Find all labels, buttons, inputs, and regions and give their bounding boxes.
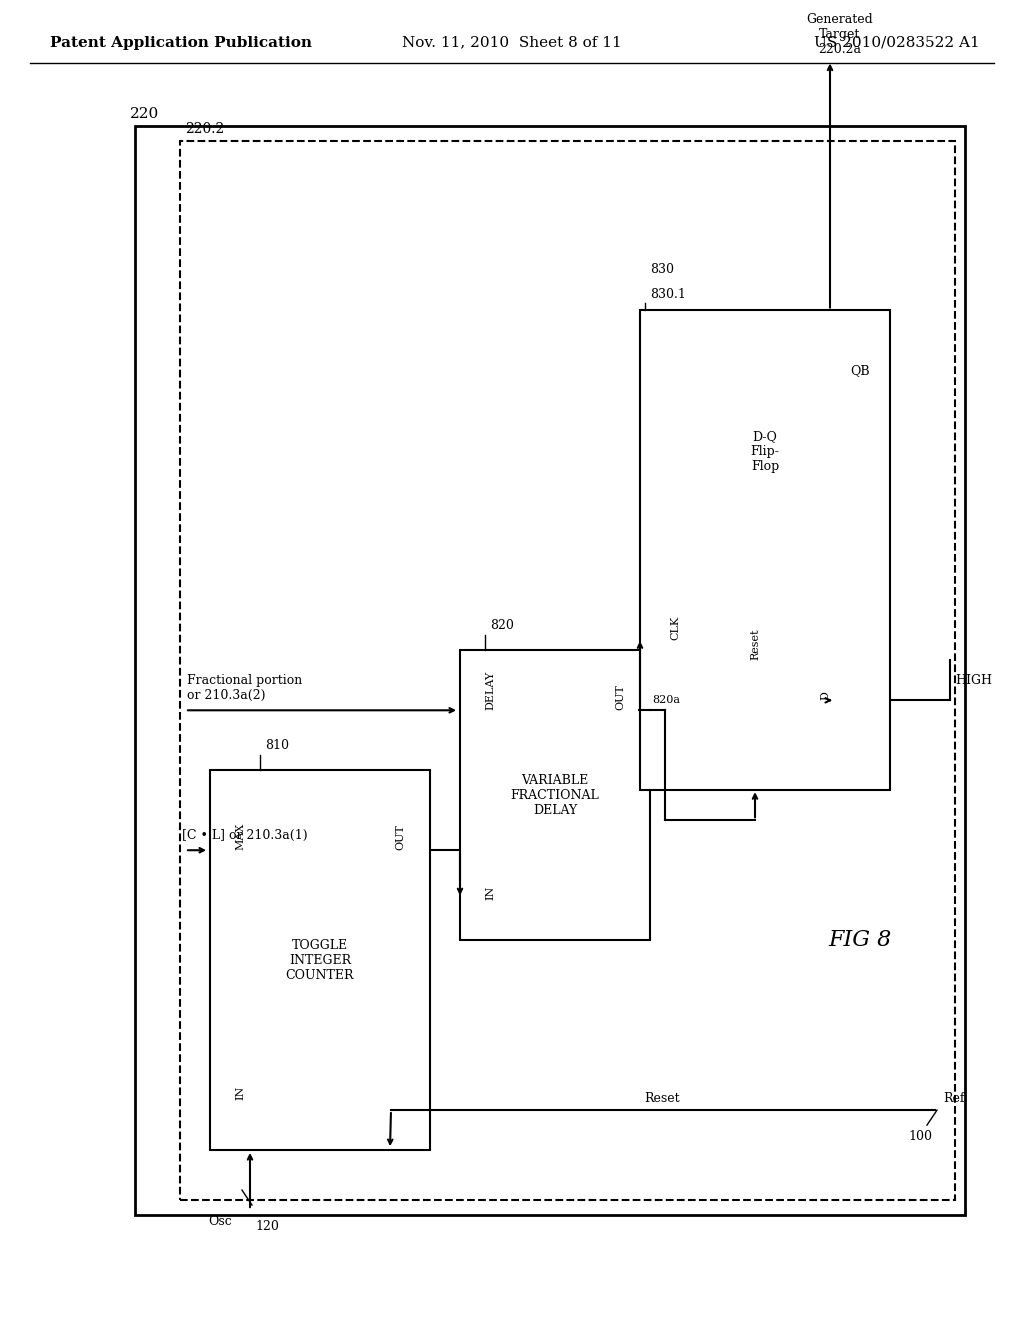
Text: QB: QB: [850, 364, 869, 378]
Text: 830: 830: [650, 263, 674, 276]
Bar: [640, 310, 890, 791]
Text: FIG 8: FIG 8: [828, 929, 892, 952]
Text: MAX: MAX: [234, 822, 245, 850]
Text: [C • L] or 210.3a(1): [C • L] or 210.3a(1): [182, 829, 307, 842]
Text: Generated
Target
220.2a: Generated Target 220.2a: [807, 13, 873, 55]
Text: US 2010/0283522 A1: US 2010/0283522 A1: [814, 36, 980, 50]
Text: 120: 120: [255, 1220, 279, 1233]
Text: TOGGLE
INTEGER
COUNTER: TOGGLE INTEGER COUNTER: [286, 939, 354, 982]
Text: OUT: OUT: [615, 685, 625, 710]
Text: 820a: 820a: [652, 696, 680, 705]
Bar: [135, 125, 965, 1214]
Text: 820: 820: [490, 619, 514, 632]
Text: D-Q
Flip-
Flop: D-Q Flip- Flop: [751, 430, 779, 474]
Text: IN: IN: [485, 886, 495, 900]
Text: IN: IN: [234, 1086, 245, 1100]
Text: 830.1: 830.1: [650, 288, 686, 301]
Text: D: D: [820, 692, 830, 701]
Text: Nov. 11, 2010  Sheet 8 of 11: Nov. 11, 2010 Sheet 8 of 11: [402, 36, 622, 50]
Text: 100: 100: [908, 1130, 932, 1143]
Text: Osc: Osc: [208, 1214, 232, 1228]
Text: Ref: Ref: [943, 1092, 965, 1105]
Text: DELAY: DELAY: [485, 671, 495, 710]
Text: Reset: Reset: [750, 628, 760, 660]
Text: OUT: OUT: [395, 825, 406, 850]
Text: CLK: CLK: [670, 616, 680, 640]
Text: 220.2: 220.2: [185, 121, 224, 136]
Text: Patent Application Publication: Patent Application Publication: [50, 36, 312, 50]
Text: Fractional portion
or 210.3a(2): Fractional portion or 210.3a(2): [187, 675, 302, 702]
Bar: [210, 771, 430, 1150]
Text: VARIABLE
FRACTIONAL
DELAY: VARIABLE FRACTIONAL DELAY: [511, 774, 599, 817]
Text: Reset: Reset: [644, 1092, 680, 1105]
Text: HIGH: HIGH: [955, 673, 992, 686]
Bar: [180, 141, 955, 1200]
Bar: [460, 651, 650, 940]
Text: 810: 810: [265, 739, 289, 752]
Text: 220: 220: [130, 107, 160, 120]
